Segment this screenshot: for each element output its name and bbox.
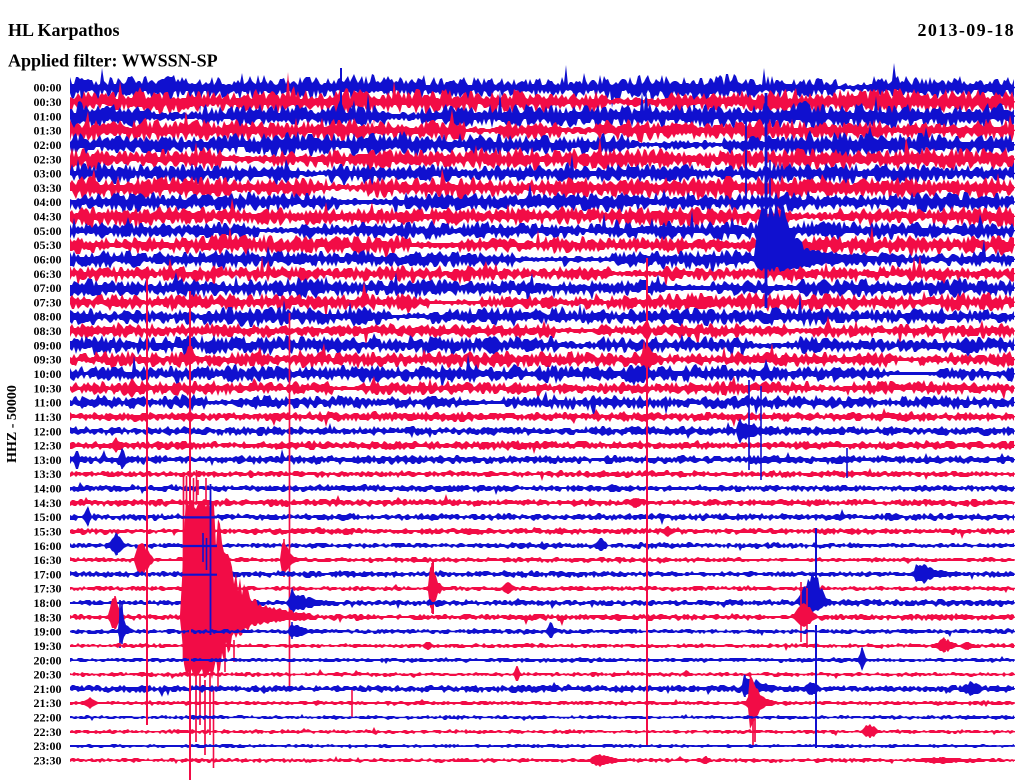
svg-text:12:30: 12:30 [34,439,62,453]
svg-text:10:30: 10:30 [34,381,62,395]
svg-text:10:00: 10:00 [34,367,62,381]
svg-text:2013-09-18: 2013-09-18 [918,20,1016,40]
svg-text:03:30: 03:30 [34,181,62,195]
svg-text:05:30: 05:30 [34,238,62,252]
svg-text:19:30: 19:30 [34,639,62,653]
svg-text:HL Karpathos: HL Karpathos [8,20,120,40]
svg-text:14:30: 14:30 [34,496,62,510]
svg-text:14:00: 14:00 [34,482,62,496]
svg-text:08:30: 08:30 [34,324,62,338]
svg-text:07:00: 07:00 [34,281,62,295]
svg-text:22:30: 22:30 [34,725,62,739]
svg-text:13:30: 13:30 [34,467,62,481]
svg-text:07:30: 07:30 [34,295,62,309]
svg-text:18:30: 18:30 [34,610,62,624]
svg-text:01:30: 01:30 [34,124,62,138]
svg-text:20:00: 20:00 [34,653,62,667]
svg-text:02:00: 02:00 [34,138,62,152]
svg-text:15:30: 15:30 [34,525,62,539]
svg-text:17:30: 17:30 [34,582,62,596]
svg-text:19:00: 19:00 [34,625,62,639]
svg-text:00:30: 00:30 [34,95,62,109]
svg-text:06:30: 06:30 [34,267,62,281]
svg-text:Applied filter: WWSSN-SP: Applied filter: WWSSN-SP [8,51,218,71]
svg-text:22:00: 22:00 [34,711,62,725]
svg-text:12:00: 12:00 [34,424,62,438]
svg-text:04:30: 04:30 [34,210,62,224]
svg-text:21:30: 21:30 [34,696,62,710]
svg-text:HHZ - 50000: HHZ - 50000 [5,385,20,463]
svg-text:05:00: 05:00 [34,224,62,238]
svg-text:21:00: 21:00 [34,682,62,696]
svg-text:15:00: 15:00 [34,510,62,524]
svg-text:09:00: 09:00 [34,338,62,352]
svg-text:09:30: 09:30 [34,353,62,367]
svg-text:23:00: 23:00 [34,739,62,753]
svg-text:18:00: 18:00 [34,596,62,610]
svg-text:02:30: 02:30 [34,152,62,166]
svg-text:08:00: 08:00 [34,310,62,324]
svg-text:16:00: 16:00 [34,539,62,553]
svg-text:16:30: 16:30 [34,553,62,567]
svg-text:13:00: 13:00 [34,453,62,467]
svg-text:11:00: 11:00 [34,396,61,410]
svg-text:03:00: 03:00 [34,167,62,181]
svg-text:20:30: 20:30 [34,668,62,682]
svg-text:04:00: 04:00 [34,195,62,209]
svg-text:01:00: 01:00 [34,109,62,123]
svg-text:06:00: 06:00 [34,253,62,267]
svg-text:17:00: 17:00 [34,567,62,581]
svg-text:23:30: 23:30 [34,754,62,768]
svg-text:00:00: 00:00 [34,81,62,95]
svg-text:11:30: 11:30 [34,410,61,424]
